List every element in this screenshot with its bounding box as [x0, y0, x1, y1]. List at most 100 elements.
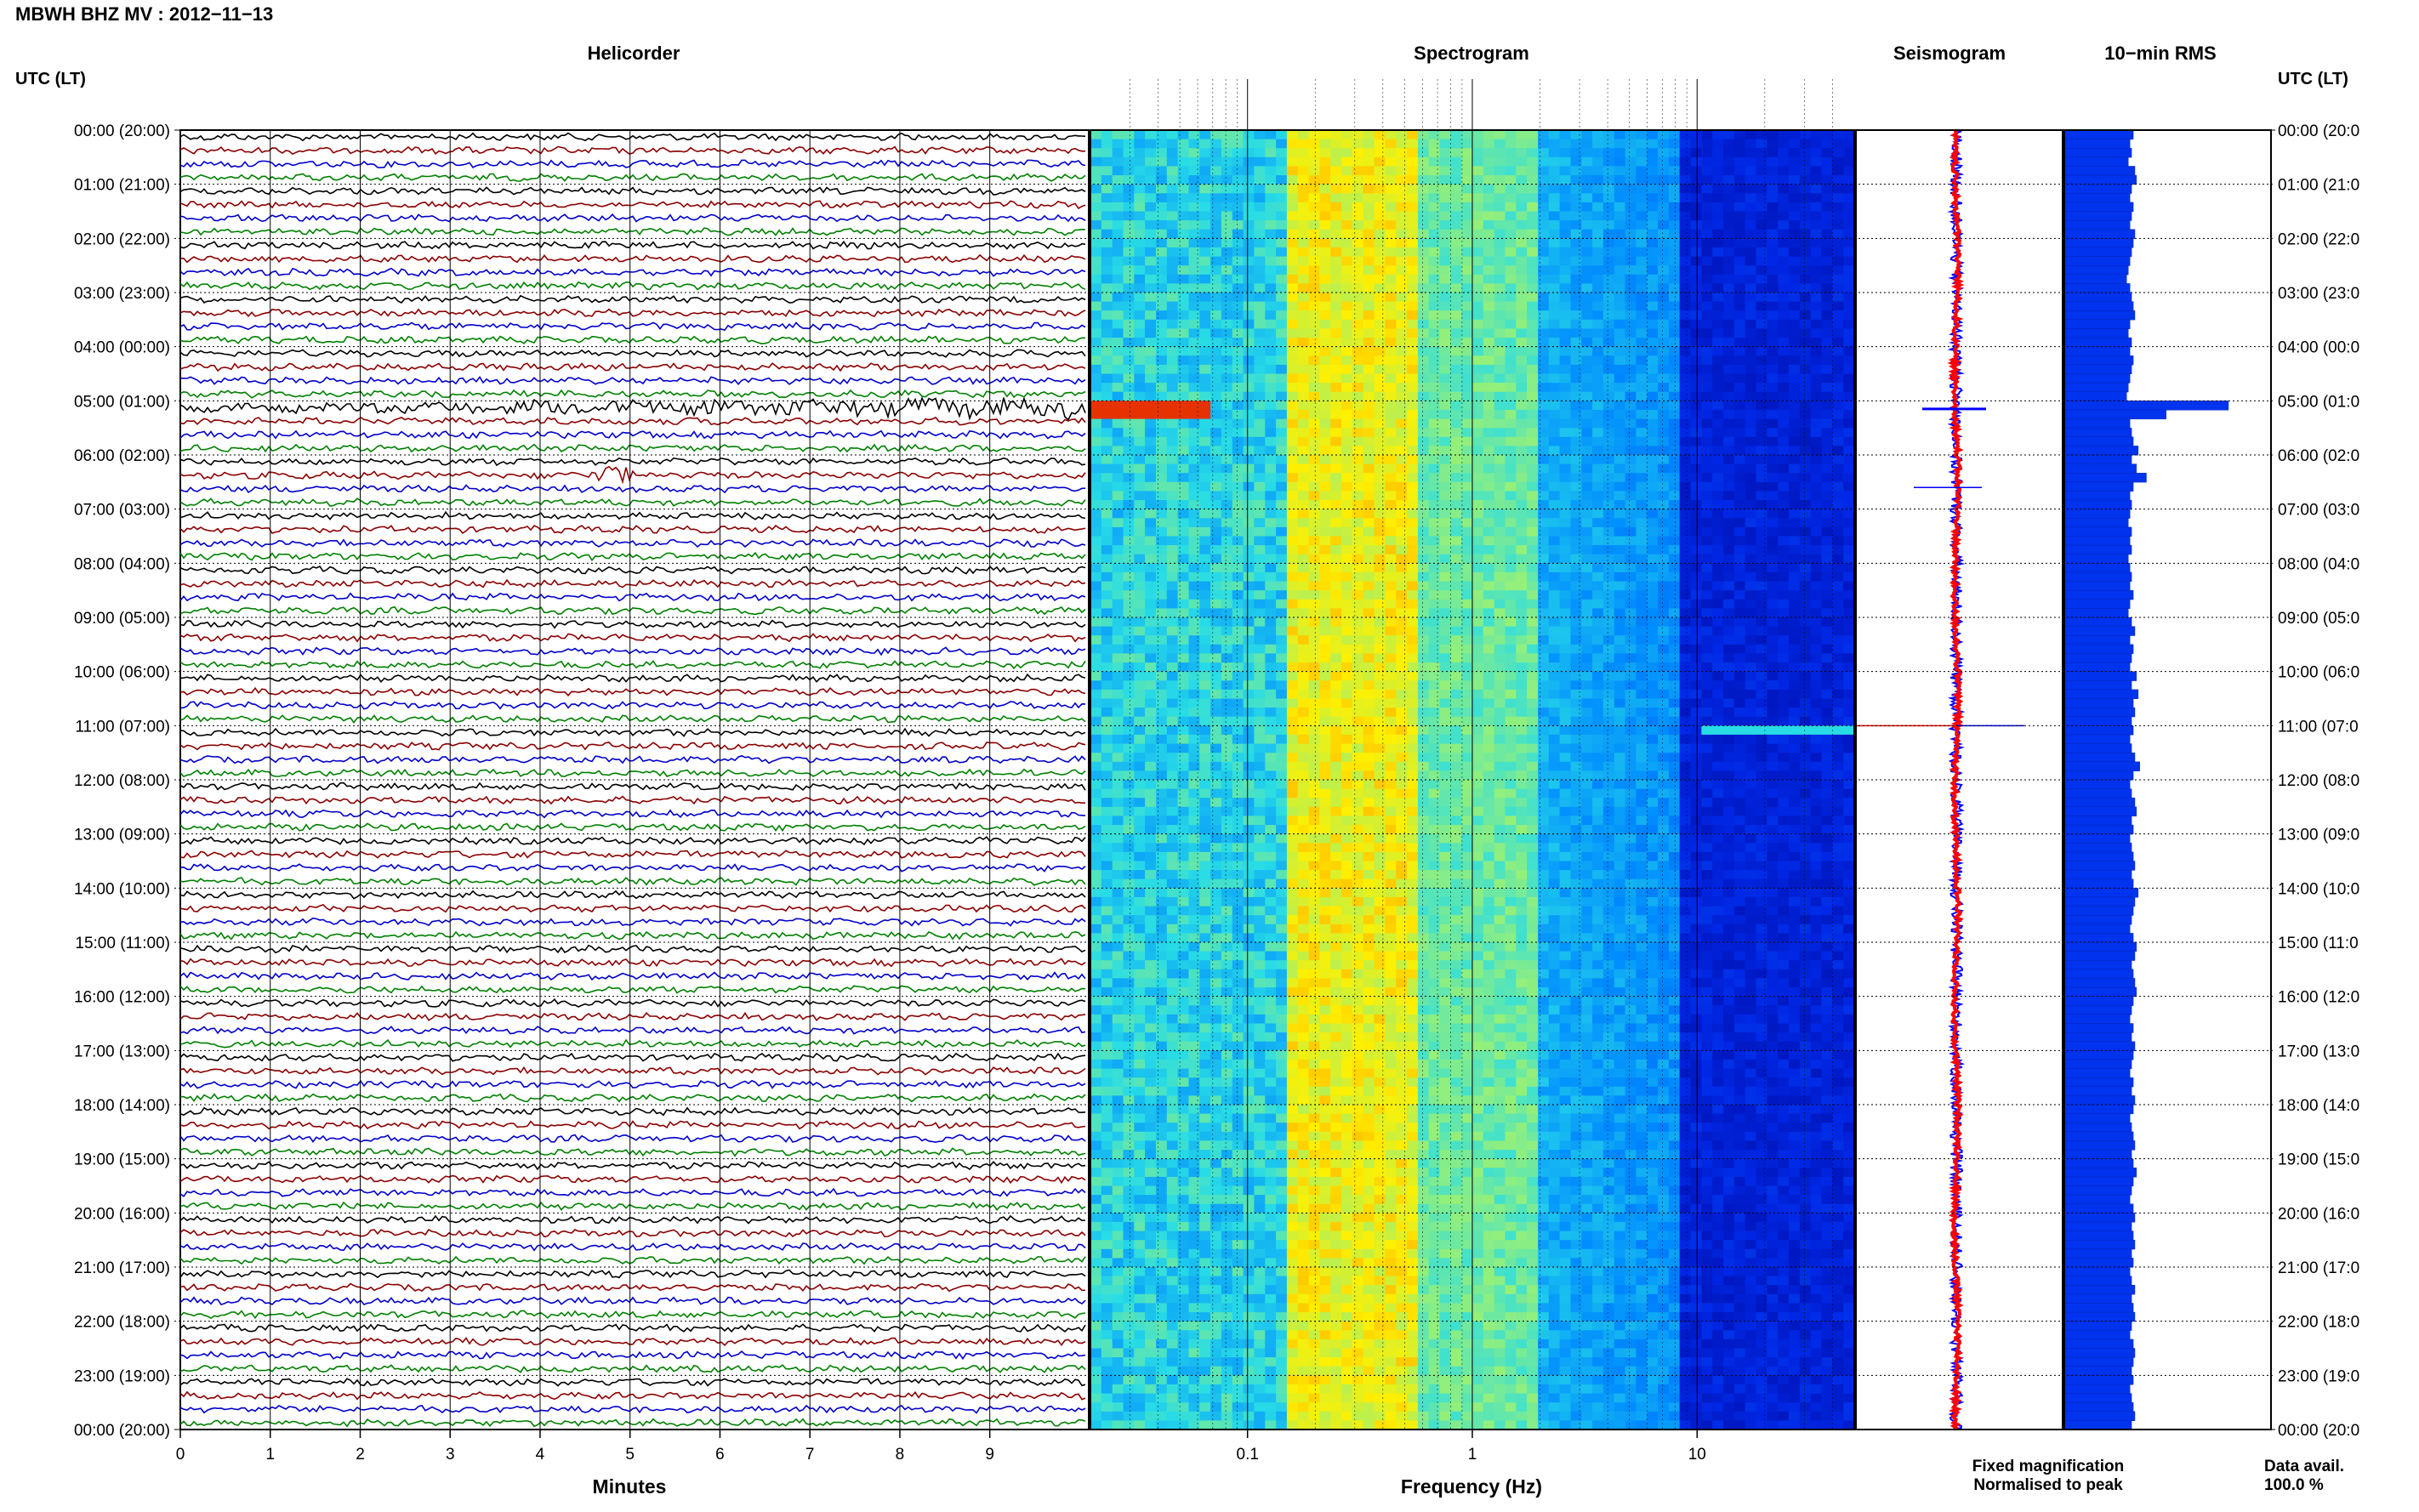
spectrogram-cell: [1581, 725, 1593, 736]
spectrogram-cell: [1352, 436, 1364, 446]
spectrogram-cell: [1374, 383, 1386, 393]
spectrogram-cell: [1647, 509, 1659, 519]
spectrogram-cell: [1330, 491, 1342, 501]
spectrogram-cell: [1505, 401, 1517, 411]
spectrogram-cell: [1778, 166, 1790, 176]
spectrogram-cell: [1428, 653, 1441, 663]
spectrogram-cell: [1602, 725, 1615, 736]
spectrogram-cell: [1799, 130, 1812, 140]
spectrogram-cell: [1199, 373, 1211, 384]
spectrogram-cell: [1505, 156, 1517, 167]
spectrogram-cell: [1756, 193, 1767, 203]
spectrogram-cell: [1210, 364, 1222, 375]
spectrogram-cell: [1112, 671, 1124, 681]
spectrogram-cell: [1243, 346, 1255, 356]
spectrogram-cell: [1156, 725, 1168, 736]
spectrogram-cell: [1778, 139, 1790, 149]
spectrogram-cell: [1472, 500, 1484, 510]
spectrogram-cell: [1527, 708, 1539, 718]
spectrogram-cell: [1417, 481, 1430, 492]
spectrogram-cell: [1407, 500, 1419, 510]
spectrogram-cell: [1221, 662, 1233, 673]
spectrogram-cell: [1843, 193, 1855, 203]
spectrogram-cell: [1821, 554, 1833, 564]
spectrogram-cell: [1428, 193, 1441, 203]
spectrogram-cell: [1177, 563, 1189, 573]
spectrogram-cell: [1166, 708, 1179, 718]
spectrogram-cell: [1101, 202, 1113, 213]
spectrogram-cell: [1199, 545, 1211, 555]
spectrogram-cell: [1602, 338, 1615, 348]
spectrogram-cell: [1843, 716, 1855, 726]
spectrogram-cell: [1450, 491, 1462, 501]
spectrogram-cell: [1789, 463, 1801, 474]
spectrogram-cell: [1101, 184, 1113, 194]
spectrogram-cell: [1712, 310, 1724, 321]
spectrogram-cell: [1407, 518, 1419, 528]
spectrogram-cell: [1548, 229, 1561, 239]
spectrogram-cell: [1592, 455, 1604, 465]
spectrogram-cell: [1581, 355, 1593, 366]
spectrogram-cell: [1625, 446, 1636, 456]
spectrogram-cell: [1810, 698, 1823, 708]
spectrogram-cell: [1799, 743, 1812, 753]
spectrogram-cell: [1756, 581, 1767, 591]
spectrogram-cell: [1112, 608, 1124, 618]
spectrogram-cell: [1396, 328, 1408, 338]
spectrogram-cell: [1614, 463, 1626, 474]
spectrogram-cell: [1592, 355, 1604, 366]
spectrogram-cell: [1614, 436, 1626, 446]
spectrogram-cell: [1352, 346, 1364, 356]
spectrogram-cell: [1602, 590, 1615, 600]
spectrogram-cell: [1799, 518, 1812, 528]
spectrogram-cell: [1701, 238, 1713, 248]
spectrogram-cell: [1428, 139, 1441, 149]
spectrogram-cell: [1090, 581, 1102, 591]
spectrogram-cell: [1297, 328, 1310, 338]
spectrogram-cell: [1559, 473, 1571, 483]
spectrogram-cell: [1297, 590, 1310, 600]
spectrogram-cell: [1602, 671, 1615, 681]
spectrogram-cell: [1166, 202, 1179, 213]
spectrogram-cell: [1810, 383, 1823, 393]
spectrogram-cell: [1690, 247, 1702, 258]
spectrogram-cell: [1352, 734, 1364, 745]
spectrogram-cell: [1341, 518, 1353, 528]
helicorder-trace: [179, 1120, 1086, 1130]
spectrogram-cell: [1156, 526, 1168, 537]
spectrogram-cell: [1385, 283, 1397, 293]
spectrogram-cell: [1472, 644, 1484, 654]
spectrogram-cell: [1767, 310, 1779, 321]
spectrogram-cell: [1363, 355, 1375, 366]
spectrogram-cell: [1712, 608, 1724, 618]
spectrogram-cell: [1625, 328, 1636, 338]
spectrogram-cell: [1527, 455, 1539, 465]
spectrogram-cell: [1407, 428, 1419, 438]
spectrogram-cell: [1647, 617, 1659, 628]
spectrogram-cell: [1701, 184, 1713, 194]
spectrogram-cell: [1243, 716, 1255, 726]
spectrogram-cell: [1745, 328, 1757, 338]
spectrogram-cell: [1647, 500, 1659, 510]
spectrogram-cell: [1505, 689, 1517, 700]
spectrogram-cell: [1810, 238, 1823, 248]
helicorder-trace: [179, 917, 1086, 927]
spectrogram-cell: [1799, 446, 1812, 456]
spectrogram-cell: [1712, 536, 1724, 546]
helicorder-trace: [179, 1269, 1086, 1279]
helicorder-trace: [179, 1011, 1086, 1022]
spectrogram-cell: [1352, 373, 1364, 384]
spectrogram-cell: [1450, 193, 1462, 203]
spectrogram-cell: [1396, 301, 1408, 311]
spectrogram-cell: [1385, 211, 1397, 221]
spectrogram-cell: [1614, 716, 1626, 726]
spectrogram-cell: [1527, 156, 1539, 167]
spectrogram-cell: [1134, 481, 1146, 492]
spectrogram-cell: [1428, 319, 1441, 329]
spectrogram-cell: [1297, 428, 1310, 438]
spectrogram-cell: [1723, 139, 1735, 149]
spectrogram-cell: [1559, 265, 1571, 276]
spectrogram-cell: [1602, 175, 1615, 185]
spectrogram-cell: [1472, 563, 1484, 573]
spectrogram-cell: [1188, 310, 1200, 321]
